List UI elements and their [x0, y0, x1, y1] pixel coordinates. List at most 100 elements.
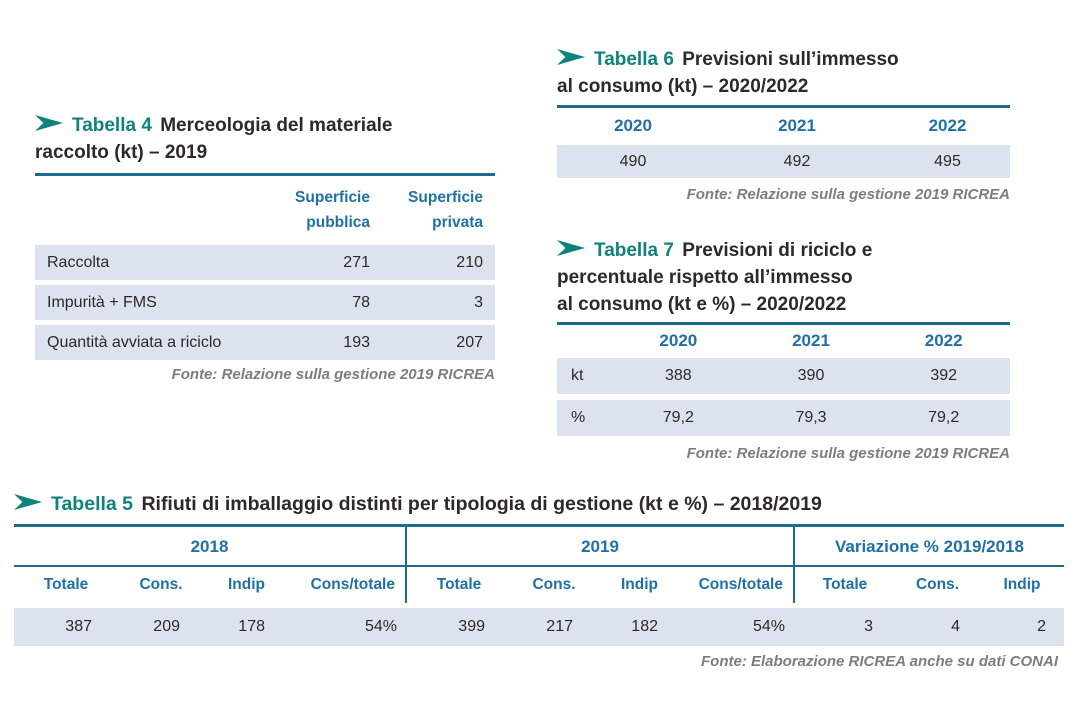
tabella-6-title-line1: Previsioni sull’immesso — [682, 49, 899, 70]
group-header: Variazione % 2019/2018 — [834, 537, 1025, 556]
column-header: Indip — [1003, 576, 1041, 593]
tabella-7-title-line1: Previsioni di riciclo e — [682, 240, 873, 261]
table-row: kt 388 390 392 — [557, 358, 1010, 394]
tabella-7-header-row: 2020 2021 2022 — [557, 325, 1010, 351]
cell-value: 78 — [352, 293, 370, 311]
group-values-2018: 387 209 178 54% — [14, 618, 407, 636]
column-header: Cons. — [532, 576, 576, 593]
column-header: Totale — [436, 576, 482, 593]
arrowhead-icon — [14, 494, 42, 510]
cell-value: 217 — [546, 618, 573, 635]
group-header: 2019 — [581, 537, 619, 556]
group-2018: 2018 Totale Cons. Indip Cons/totale — [14, 527, 407, 603]
cell-value: 193 — [343, 333, 370, 351]
cell-value: 399 — [458, 618, 485, 635]
cell-value: 3 — [864, 618, 873, 635]
tabella-7-title-line3: al consumo (kt e %) – 2020/2022 — [557, 294, 847, 315]
tabella-6-title: Tabella 6 Previsioni sull’immesso al con… — [557, 46, 1010, 100]
cell-value: 4 — [951, 618, 960, 635]
cell-value: 392 — [930, 367, 958, 384]
arrowhead-icon — [35, 115, 63, 131]
subheader-row: Totale Cons. Indip Cons/totale — [407, 567, 793, 603]
tabella-7: Tabella 7 Previsioni di riciclo e percen… — [557, 237, 1010, 462]
source-note: Fonte: Relazione sulla gestione 2019 RIC… — [171, 366, 495, 383]
tabella-5-title: Tabella 5 Rifiuti di imballaggio distint… — [14, 489, 1064, 519]
column-header: Indip — [620, 576, 659, 593]
column-header: Cons/totale — [698, 576, 783, 593]
table-row: Raccolta 271 210 — [35, 245, 495, 280]
tabella-5-title-text: Rifiuti di imballaggio distinti per tipo… — [141, 493, 822, 515]
arrowhead-icon — [557, 240, 585, 256]
group-2019: 2019 Totale Cons. Indip Cons/totale — [407, 527, 795, 603]
column-header: Superficie privata — [408, 189, 483, 231]
column-header: Totale — [43, 576, 89, 593]
table-row: 387 209 178 54% 399 217 182 54% 3 4 2 — [14, 608, 1064, 646]
cell-value: 495 — [934, 152, 961, 170]
cell-value: 387 — [65, 618, 92, 635]
row-label: Raccolta — [47, 253, 110, 271]
table-row: 490 492 495 — [557, 145, 1010, 178]
tabella-5-header: 2018 Totale Cons. Indip Cons/totale 2019… — [14, 527, 1064, 603]
column-header: 2022 — [928, 116, 967, 135]
group-values-2019: 399 217 182 54% — [407, 618, 795, 636]
table-row: Impurità + FMS 78 3 — [35, 285, 495, 320]
cell-value: 182 — [631, 618, 658, 635]
title-rule — [557, 105, 1010, 108]
column-header: 2021 — [778, 116, 816, 135]
cell-value: 210 — [456, 253, 483, 271]
group-header: 2018 — [190, 537, 229, 556]
cell-value: 79,2 — [928, 409, 960, 426]
title-rule — [35, 173, 495, 176]
header-rule — [14, 565, 405, 567]
subheader-row: Totale Cons. Indip — [795, 567, 1064, 603]
subheader-row: Totale Cons. Indip Cons/totale — [14, 567, 405, 603]
arrowhead-icon — [557, 49, 585, 65]
source-note: Fonte: Relazione sulla gestione 2019 RIC… — [686, 186, 1010, 203]
column-header: Totale — [822, 576, 868, 593]
tabella-7-title-line2: percentuale rispetto all’immesso — [557, 267, 853, 288]
title-rule — [557, 322, 1010, 325]
row-label: kt — [571, 367, 584, 384]
header-rule — [407, 565, 793, 567]
cell-value: 390 — [797, 367, 825, 384]
header-spacer — [557, 331, 612, 351]
cell-value: 178 — [238, 618, 265, 635]
tabella-4-title-line1: Merceologia del materiale — [160, 115, 393, 136]
tabella-4: Tabella 4 Merceologia del materiale racc… — [35, 112, 495, 383]
tabella-5: Tabella 5 Rifiuti di imballaggio distint… — [14, 489, 1064, 670]
group-variazione: Variazione % 2019/2018 Totale Cons. Indi… — [795, 527, 1064, 603]
row-label: Impurità + FMS — [47, 293, 157, 311]
cell-value: 490 — [619, 152, 647, 170]
row-label: Quantità avviata a riciclo — [47, 333, 222, 351]
source-note: Fonte: Elaborazione RICREA anche su dati… — [701, 653, 1058, 670]
tabella-6-number: Tabella 6 — [594, 49, 674, 70]
tabella-4-title: Tabella 4 Merceologia del materiale racc… — [35, 112, 495, 166]
column-header: 2021 — [792, 331, 830, 350]
tabella-4-number: Tabella 4 — [72, 115, 152, 136]
tabella-7-title: Tabella 7 Previsioni di riciclo e percen… — [557, 237, 1010, 318]
column-header: 2022 — [924, 331, 963, 350]
cell-value: 492 — [783, 152, 811, 170]
title-rule — [14, 524, 1064, 527]
column-header: Cons. — [915, 576, 960, 593]
cell-value: 209 — [153, 618, 180, 635]
group-values-variazione: 3 4 2 — [795, 618, 1064, 636]
column-header: 2020 — [659, 331, 698, 350]
cell-value: 207 — [456, 333, 483, 351]
cell-value: 2 — [1037, 618, 1046, 635]
column-header: Cons/totale — [310, 576, 395, 593]
tabella-6: Tabella 6 Previsioni sull’immesso al con… — [557, 46, 1010, 203]
column-header: Indip — [227, 576, 266, 593]
row-label: % — [571, 409, 586, 426]
tabella-4-header-row: Superficie pubblica Superficie privata — [35, 176, 495, 245]
cell-value: 3 — [474, 293, 483, 311]
table-row: Quantità avviata a riciclo 193 207 — [35, 325, 495, 360]
tabella-5-number: Tabella 5 — [51, 493, 134, 515]
cell-value: 388 — [664, 367, 692, 384]
cell-value: 54% — [364, 618, 397, 635]
column-header: 2020 — [614, 116, 652, 135]
table-row: % 79,2 79,3 79,2 — [557, 400, 1010, 436]
tabella-6-header-row: 2020 2021 2022 — [557, 108, 1010, 136]
header-rule — [795, 565, 1064, 567]
column-header: Cons. — [139, 576, 183, 593]
